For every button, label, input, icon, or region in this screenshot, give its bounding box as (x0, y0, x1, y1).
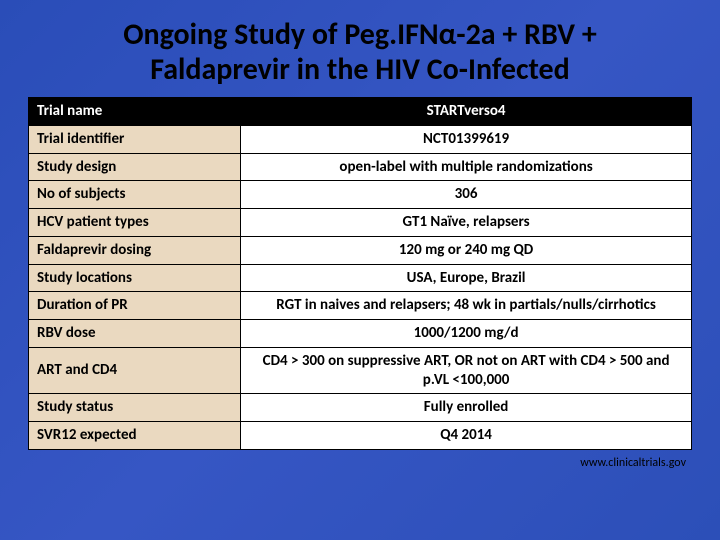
row-label: RBV dose (29, 320, 241, 348)
study-table: Trial name STARTverso4 Trial identifier … (28, 97, 692, 450)
footer-source: www.clinicaltrials.gov (28, 456, 692, 470)
row-value: 120 mg or 240 mg QD (241, 236, 692, 264)
row-label: No of subjects (29, 181, 241, 209)
row-value: RGT in naives and relapsers; 48 wk in pa… (241, 292, 692, 320)
table-row: SVR12 expected Q4 2014 (29, 422, 692, 450)
row-value: USA, Europe, Brazil (241, 264, 692, 292)
table-row: Duration of PR RGT in naives and relapse… (29, 292, 692, 320)
row-label: Faldaprevir dosing (29, 236, 241, 264)
slide-title: Ongoing Study of Peg.IFNα-2a + RBV + Fal… (28, 18, 692, 87)
row-label: HCV patient types (29, 209, 241, 237)
table-row: ART and CD4 CD4 > 300 on suppressive ART… (29, 347, 692, 394)
table-row: Faldaprevir dosing 120 mg or 240 mg QD (29, 236, 692, 264)
title-line-1: Ongoing Study of Peg.IFNα-2a + RBV + (123, 16, 597, 53)
row-value: 306 (241, 181, 692, 209)
row-value: Fully enrolled (241, 394, 692, 422)
row-label: Study locations (29, 264, 241, 292)
row-label: Study design (29, 153, 241, 181)
table-header-row: Trial name STARTverso4 (29, 98, 692, 126)
row-label: Duration of PR (29, 292, 241, 320)
table-row: No of subjects 306 (29, 181, 692, 209)
row-label: SVR12 expected (29, 422, 241, 450)
row-value: Q4 2014 (241, 422, 692, 450)
slide: Ongoing Study of Peg.IFNα-2a + RBV + Fal… (0, 0, 720, 540)
table-body: Trial identifier NCT01399619 Study desig… (29, 125, 692, 449)
row-value: GT1 Naïve, relapsers (241, 209, 692, 237)
table-row: Study status Fully enrolled (29, 394, 692, 422)
table-row: RBV dose 1000/1200 mg/d (29, 320, 692, 348)
row-label: ART and CD4 (29, 347, 241, 394)
row-value: 1000/1200 mg/d (241, 320, 692, 348)
study-table-wrap: Trial name STARTverso4 Trial identifier … (28, 97, 692, 450)
row-label: Study status (29, 394, 241, 422)
row-value: open-label with multiple randomizations (241, 153, 692, 181)
header-label: Trial name (29, 98, 241, 126)
table-row: Study design open-label with multiple ra… (29, 153, 692, 181)
table-row: HCV patient types GT1 Naïve, relapsers (29, 209, 692, 237)
header-value: STARTverso4 (241, 98, 692, 126)
table-row: Study locations USA, Europe, Brazil (29, 264, 692, 292)
row-value: NCT01399619 (241, 125, 692, 153)
row-label: Trial identifier (29, 125, 241, 153)
table-row: Trial identifier NCT01399619 (29, 125, 692, 153)
title-line-2: Faldaprevir in the HIV Co-Infected (150, 51, 570, 88)
row-value: CD4 > 300 on suppressive ART, OR not on … (241, 347, 692, 394)
